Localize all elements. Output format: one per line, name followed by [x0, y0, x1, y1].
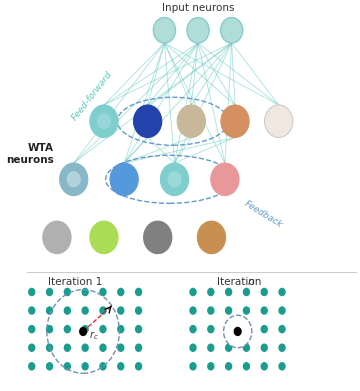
Circle shape	[46, 288, 53, 296]
Circle shape	[117, 362, 125, 371]
Circle shape	[161, 163, 189, 196]
Circle shape	[207, 325, 215, 334]
Circle shape	[278, 306, 286, 315]
Text: Feed-forward: Feed-forward	[70, 70, 114, 122]
Circle shape	[28, 325, 35, 334]
Circle shape	[64, 343, 71, 352]
Circle shape	[278, 343, 286, 352]
Circle shape	[90, 221, 118, 254]
Circle shape	[225, 343, 232, 352]
Circle shape	[99, 288, 107, 296]
Circle shape	[243, 288, 250, 296]
Text: $r_c$: $r_c$	[89, 330, 99, 342]
Circle shape	[261, 362, 268, 371]
Circle shape	[81, 343, 89, 352]
Circle shape	[225, 288, 232, 296]
Text: Feedback: Feedback	[243, 199, 284, 230]
Circle shape	[177, 105, 206, 138]
Circle shape	[90, 105, 118, 138]
Circle shape	[167, 171, 181, 187]
Circle shape	[243, 343, 250, 352]
Circle shape	[225, 362, 232, 371]
Circle shape	[97, 113, 111, 129]
Circle shape	[197, 221, 226, 254]
Circle shape	[46, 343, 53, 352]
Circle shape	[79, 327, 87, 336]
Circle shape	[265, 105, 293, 138]
Circle shape	[221, 18, 243, 43]
Circle shape	[243, 325, 250, 334]
Circle shape	[278, 288, 286, 296]
Circle shape	[117, 306, 125, 315]
Circle shape	[81, 288, 89, 296]
Circle shape	[207, 288, 215, 296]
Circle shape	[81, 362, 89, 371]
Circle shape	[243, 306, 250, 315]
Circle shape	[224, 315, 252, 348]
Circle shape	[153, 18, 176, 43]
Circle shape	[189, 362, 197, 371]
Circle shape	[278, 362, 286, 371]
Circle shape	[64, 288, 71, 296]
Circle shape	[46, 362, 53, 371]
Text: Input neurons: Input neurons	[162, 3, 234, 13]
Circle shape	[46, 306, 53, 315]
Text: Iteration 1: Iteration 1	[48, 276, 103, 287]
Circle shape	[64, 306, 71, 315]
Text: n: n	[248, 276, 255, 287]
Circle shape	[243, 362, 250, 371]
Circle shape	[261, 288, 268, 296]
Circle shape	[110, 163, 138, 196]
Circle shape	[189, 325, 197, 334]
Circle shape	[64, 325, 71, 334]
Circle shape	[221, 105, 249, 138]
Text: Iteration: Iteration	[216, 276, 264, 287]
Circle shape	[261, 306, 268, 315]
Circle shape	[261, 343, 268, 352]
Circle shape	[187, 18, 209, 43]
Circle shape	[135, 306, 142, 315]
Circle shape	[135, 288, 142, 296]
Circle shape	[28, 288, 35, 296]
Circle shape	[28, 343, 35, 352]
Circle shape	[64, 362, 71, 371]
Circle shape	[189, 288, 197, 296]
Circle shape	[135, 343, 142, 352]
Circle shape	[278, 325, 286, 334]
Circle shape	[67, 171, 81, 187]
Circle shape	[189, 343, 197, 352]
Circle shape	[189, 306, 197, 315]
Circle shape	[81, 325, 89, 334]
Circle shape	[99, 306, 107, 315]
Circle shape	[261, 325, 268, 334]
Circle shape	[43, 221, 71, 254]
Circle shape	[211, 163, 239, 196]
Circle shape	[99, 325, 107, 334]
Circle shape	[135, 325, 142, 334]
Circle shape	[207, 306, 215, 315]
Text: WTA
neurons: WTA neurons	[6, 143, 54, 165]
Circle shape	[81, 306, 89, 315]
Circle shape	[99, 343, 107, 352]
Circle shape	[207, 362, 215, 371]
Circle shape	[28, 362, 35, 371]
Circle shape	[134, 105, 162, 138]
Circle shape	[225, 325, 232, 334]
Circle shape	[234, 327, 242, 336]
Circle shape	[46, 325, 53, 334]
Circle shape	[207, 343, 215, 352]
Circle shape	[99, 362, 107, 371]
Circle shape	[144, 221, 172, 254]
Circle shape	[117, 288, 125, 296]
Circle shape	[225, 306, 232, 315]
Circle shape	[60, 163, 88, 196]
Circle shape	[28, 306, 35, 315]
Circle shape	[117, 343, 125, 352]
Circle shape	[135, 362, 142, 371]
Circle shape	[117, 325, 125, 334]
